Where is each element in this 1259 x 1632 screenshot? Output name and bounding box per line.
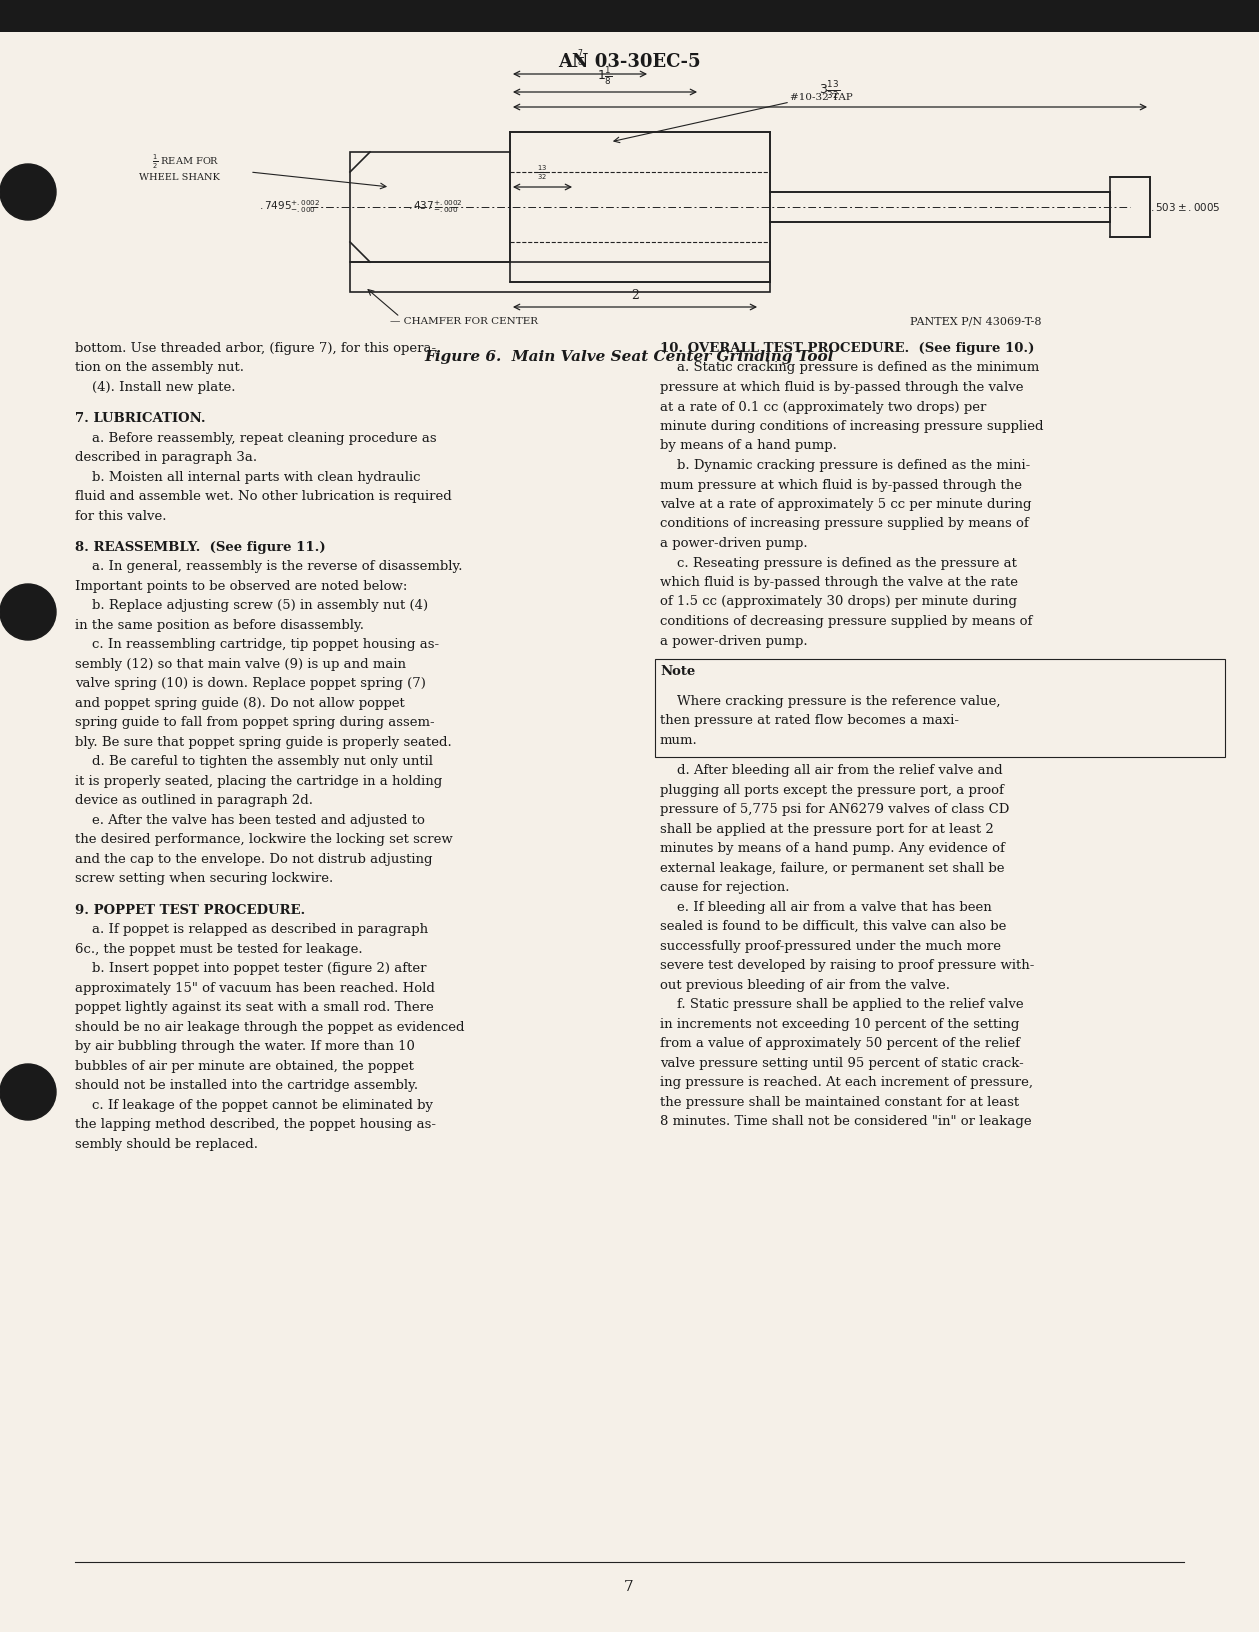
- Text: the desired performance, lockwire the locking set screw: the desired performance, lockwire the lo…: [76, 834, 453, 847]
- Text: c. If leakage of the poppet cannot be eliminated by: c. If leakage of the poppet cannot be el…: [76, 1098, 433, 1111]
- Text: 7: 7: [624, 1580, 633, 1594]
- Text: a power-driven pump.: a power-driven pump.: [660, 537, 807, 550]
- Text: and the cap to the envelope. Do not distrub adjusting: and the cap to the envelope. Do not dist…: [76, 854, 433, 867]
- Circle shape: [0, 1064, 55, 1120]
- Text: WHEEL SHANK: WHEEL SHANK: [140, 173, 220, 181]
- Text: mum.: mum.: [660, 734, 697, 747]
- Text: AN 03-30EC-5: AN 03-30EC-5: [558, 52, 700, 72]
- Text: e. After the valve has been tested and adjusted to: e. After the valve has been tested and a…: [76, 814, 424, 827]
- Text: e. If bleeding all air from a valve that has been: e. If bleeding all air from a valve that…: [660, 901, 992, 914]
- Text: $.503\pm.0005$: $.503\pm.0005$: [1149, 201, 1220, 214]
- Text: ing pressure is reached. At each increment of pressure,: ing pressure is reached. At each increme…: [660, 1075, 1032, 1089]
- Bar: [350, 263, 771, 292]
- Text: $\frac{13}{32}$: $\frac{13}{32}$: [538, 163, 548, 183]
- Text: minutes by means of a hand pump. Any evidence of: minutes by means of a hand pump. Any evi…: [660, 842, 1005, 855]
- Text: bly. Be sure that poppet spring guide is properly seated.: bly. Be sure that poppet spring guide is…: [76, 736, 452, 749]
- Text: valve spring (10) is down. Replace poppet spring (7): valve spring (10) is down. Replace poppe…: [76, 677, 426, 690]
- Circle shape: [0, 163, 55, 220]
- Text: $\frac{1}{2}$ REAM FOR: $\frac{1}{2}$ REAM FOR: [152, 153, 220, 171]
- Text: b. Moisten all internal parts with clean hydraulic: b. Moisten all internal parts with clean…: [76, 470, 421, 483]
- Text: sealed is found to be difficult, this valve can also be: sealed is found to be difficult, this va…: [660, 920, 1006, 934]
- Text: Figure 6.  Main Valve Seat Center Grinding Tool: Figure 6. Main Valve Seat Center Grindin…: [424, 349, 833, 364]
- Text: fluid and assemble wet. No other lubrication is required: fluid and assemble wet. No other lubrica…: [76, 490, 452, 503]
- Text: b. Replace adjusting screw (5) in assembly nut (4): b. Replace adjusting screw (5) in assemb…: [76, 599, 428, 612]
- Text: d. Be careful to tighten the assembly nut only until: d. Be careful to tighten the assembly nu…: [76, 756, 433, 769]
- Text: 7. LUBRICATION.: 7. LUBRICATION.: [76, 413, 205, 426]
- Bar: [655, 659, 1225, 757]
- Text: tion on the assembly nut.: tion on the assembly nut.: [76, 362, 244, 374]
- Text: a. If poppet is relapped as described in paragraph: a. If poppet is relapped as described in…: [76, 924, 428, 937]
- Text: $.437^{+.0002}_{-.000}$: $.437^{+.0002}_{-.000}$: [408, 199, 462, 215]
- Text: approximately 15" of vacuum has been reached. Hold: approximately 15" of vacuum has been rea…: [76, 981, 434, 994]
- Text: mum pressure at which fluid is by-passed through the: mum pressure at which fluid is by-passed…: [660, 478, 1022, 491]
- Text: by air bubbling through the water. If more than 10: by air bubbling through the water. If mo…: [76, 1040, 415, 1053]
- Text: should not be installed into the cartridge assembly.: should not be installed into the cartrid…: [76, 1079, 418, 1092]
- Text: poppet lightly against its seat with a small rod. There: poppet lightly against its seat with a s…: [76, 1000, 434, 1013]
- Text: it is properly seated, placing the cartridge in a holding: it is properly seated, placing the cartr…: [76, 775, 442, 788]
- Text: sembly should be replaced.: sembly should be replaced.: [76, 1138, 258, 1151]
- Text: device as outlined in paragraph 2d.: device as outlined in paragraph 2d.: [76, 795, 313, 808]
- Text: the lapping method described, the poppet housing as-: the lapping method described, the poppet…: [76, 1118, 436, 1131]
- Text: then pressure at rated flow becomes a maxi-: then pressure at rated flow becomes a ma…: [660, 715, 959, 728]
- Text: Where cracking pressure is the reference value,: Where cracking pressure is the reference…: [660, 695, 1001, 708]
- Bar: [0, 0, 1259, 33]
- Text: which fluid is by-passed through the valve at the rate: which fluid is by-passed through the val…: [660, 576, 1019, 589]
- Bar: [510, 132, 771, 282]
- Text: described in paragraph 3a.: described in paragraph 3a.: [76, 450, 257, 463]
- Text: — CHAMFER FOR CENTER: — CHAMFER FOR CENTER: [390, 318, 538, 326]
- Text: screw setting when securing lockwire.: screw setting when securing lockwire.: [76, 873, 334, 886]
- Text: 8 minutes. Time shall not be considered "in" or leakage: 8 minutes. Time shall not be considered …: [660, 1115, 1031, 1128]
- Text: plugging all ports except the pressure port, a proof: plugging all ports except the pressure p…: [660, 783, 1003, 796]
- Text: #10-32 TAP: #10-32 TAP: [789, 93, 852, 101]
- Circle shape: [0, 584, 55, 640]
- Text: 6c., the poppet must be tested for leakage.: 6c., the poppet must be tested for leaka…: [76, 943, 363, 956]
- Text: b. Dynamic cracking pressure is defined as the mini-: b. Dynamic cracking pressure is defined …: [660, 459, 1030, 472]
- Text: Important points to be observed are noted below:: Important points to be observed are note…: [76, 579, 408, 592]
- Text: conditions of increasing pressure supplied by means of: conditions of increasing pressure suppli…: [660, 517, 1029, 530]
- Text: f. Static pressure shall be applied to the relief valve: f. Static pressure shall be applied to t…: [660, 999, 1024, 1012]
- Text: d. After bleeding all air from the relief valve and: d. After bleeding all air from the relie…: [660, 764, 1002, 777]
- Text: a power-driven pump.: a power-driven pump.: [660, 635, 807, 648]
- Text: a. In general, reassembly is the reverse of disassembly.: a. In general, reassembly is the reverse…: [76, 560, 462, 573]
- Text: c. In reassembling cartridge, tip poppet housing as-: c. In reassembling cartridge, tip poppet…: [76, 638, 439, 651]
- Bar: [1110, 176, 1149, 237]
- Text: $\frac{7}{8}$: $\frac{7}{8}$: [577, 47, 583, 69]
- Text: minute during conditions of increasing pressure supplied: minute during conditions of increasing p…: [660, 419, 1044, 432]
- Text: at a rate of 0.1 cc (approximately two drops) per: at a rate of 0.1 cc (approximately two d…: [660, 400, 986, 413]
- Text: sembly (12) so that main valve (9) is up and main: sembly (12) so that main valve (9) is up…: [76, 658, 405, 671]
- Text: c. Reseating pressure is defined as the pressure at: c. Reseating pressure is defined as the …: [660, 557, 1017, 570]
- Text: external leakage, failure, or permanent set shall be: external leakage, failure, or permanent …: [660, 862, 1005, 875]
- Text: bottom. Use threaded arbor, (figure 7), for this opera-: bottom. Use threaded arbor, (figure 7), …: [76, 343, 436, 356]
- Text: 2: 2: [631, 289, 638, 302]
- Text: $1\frac{1}{8}$: $1\frac{1}{8}$: [597, 65, 613, 86]
- Text: should be no air leakage through the poppet as evidenced: should be no air leakage through the pop…: [76, 1020, 465, 1033]
- Text: a. Before reassembly, repeat cleaning procedure as: a. Before reassembly, repeat cleaning pr…: [76, 432, 437, 444]
- Text: pressure at which fluid is by-passed through the valve: pressure at which fluid is by-passed thr…: [660, 380, 1024, 393]
- Text: cause for rejection.: cause for rejection.: [660, 881, 789, 894]
- Text: out previous bleeding of air from the valve.: out previous bleeding of air from the va…: [660, 979, 951, 992]
- Bar: [350, 152, 510, 263]
- Text: shall be applied at the pressure port for at least 2: shall be applied at the pressure port fo…: [660, 823, 993, 836]
- Text: severe test developed by raising to proof pressure with-: severe test developed by raising to proo…: [660, 960, 1035, 973]
- Text: b. Insert poppet into poppet tester (figure 2) after: b. Insert poppet into poppet tester (fig…: [76, 963, 427, 974]
- Text: PANTEX P/N 43069-T-8: PANTEX P/N 43069-T-8: [910, 317, 1041, 326]
- Text: in increments not exceeding 10 percent of the setting: in increments not exceeding 10 percent o…: [660, 1018, 1020, 1031]
- Text: pressure of 5,775 psi for AN6279 valves of class CD: pressure of 5,775 psi for AN6279 valves …: [660, 803, 1010, 816]
- Text: a. Static cracking pressure is defined as the minimum: a. Static cracking pressure is defined a…: [660, 362, 1039, 374]
- Text: the pressure shall be maintained constant for at least: the pressure shall be maintained constan…: [660, 1095, 1019, 1108]
- Bar: [771, 193, 1110, 222]
- Text: spring guide to fall from poppet spring during assem-: spring guide to fall from poppet spring …: [76, 716, 434, 730]
- Text: of 1.5 cc (approximately 30 drops) per minute during: of 1.5 cc (approximately 30 drops) per m…: [660, 596, 1017, 609]
- Text: $3\frac{13}{32}$: $3\frac{13}{32}$: [820, 78, 841, 101]
- Text: valve at a rate of approximately 5 cc per minute during: valve at a rate of approximately 5 cc pe…: [660, 498, 1031, 511]
- Text: for this valve.: for this valve.: [76, 509, 166, 522]
- Text: 10. OVERALL TEST PROCEDURE.  (See figure 10.): 10. OVERALL TEST PROCEDURE. (See figure …: [660, 343, 1035, 356]
- Text: by means of a hand pump.: by means of a hand pump.: [660, 439, 837, 452]
- Text: (4). Install new plate.: (4). Install new plate.: [76, 380, 235, 393]
- Text: 8. REASSEMBLY.  (See figure 11.): 8. REASSEMBLY. (See figure 11.): [76, 540, 326, 553]
- Text: in the same position as before disassembly.: in the same position as before disassemb…: [76, 619, 364, 632]
- Text: $.7495^{+.0002}_{-.000}$: $.7495^{+.0002}_{-.000}$: [259, 199, 321, 215]
- Text: from a value of approximately 50 percent of the relief: from a value of approximately 50 percent…: [660, 1038, 1020, 1049]
- Text: and poppet spring guide (8). Do not allow poppet: and poppet spring guide (8). Do not allo…: [76, 697, 404, 710]
